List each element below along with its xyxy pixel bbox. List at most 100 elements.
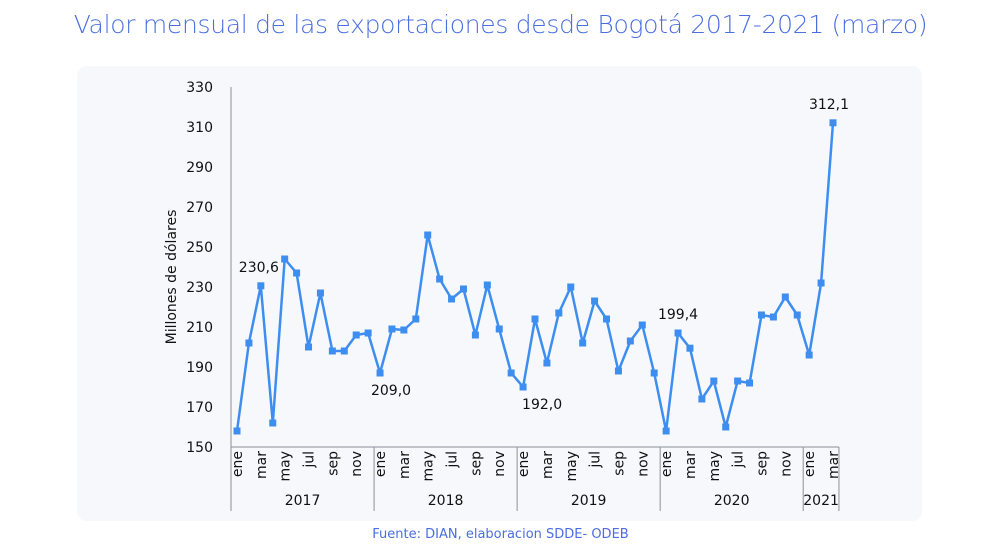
x-tick-label: ene xyxy=(516,451,532,477)
year-label: 2021 xyxy=(803,493,839,509)
data-point xyxy=(269,419,277,427)
data-point xyxy=(555,309,563,317)
x-tick-label: ene xyxy=(659,451,675,477)
data-point xyxy=(662,427,670,435)
data-point xyxy=(626,337,634,345)
y-tick-label: 150 xyxy=(186,440,213,456)
x-tick-label: jul xyxy=(302,451,318,469)
source-note: Fuente: DIAN, elaboracion SDDE- ODEB xyxy=(372,527,629,542)
x-tick-label: mar xyxy=(826,451,842,479)
data-point xyxy=(495,325,503,333)
data-point xyxy=(448,295,456,303)
x-tick-label: may xyxy=(564,451,580,482)
x-tick-label: sep xyxy=(325,451,341,476)
data-point xyxy=(352,331,360,339)
data-point xyxy=(614,367,622,375)
data-point xyxy=(376,369,384,377)
data-point xyxy=(471,331,479,339)
data-point xyxy=(257,282,265,290)
year-label: 2019 xyxy=(571,493,607,509)
data-point xyxy=(328,347,336,355)
x-tick-label: may xyxy=(707,451,723,482)
y-tick-label: 290 xyxy=(186,160,213,176)
x-tick-label: mar xyxy=(254,451,270,479)
data-point xyxy=(698,395,706,403)
data-point xyxy=(710,377,718,385)
data-point xyxy=(591,297,599,305)
y-tick-label: 230 xyxy=(186,280,213,296)
data-label: 209,0 xyxy=(371,383,411,399)
data-point xyxy=(507,369,515,377)
data-point xyxy=(686,344,694,352)
data-point xyxy=(769,313,777,321)
year-label: 2017 xyxy=(285,493,321,509)
y-tick-label: 190 xyxy=(186,360,213,376)
chart-title: Valor mensual de las exportaciones desde… xyxy=(73,10,928,39)
x-tick-label: ene xyxy=(373,451,389,477)
x-tick-label: mar xyxy=(683,451,699,479)
data-point xyxy=(746,379,754,387)
year-label: 2018 xyxy=(428,493,464,509)
data-point xyxy=(340,347,348,355)
data-point xyxy=(603,315,611,323)
data-point xyxy=(781,293,789,301)
y-tick-label: 310 xyxy=(186,120,213,136)
y-axis-label: Millones de dólares xyxy=(164,210,180,345)
y-tick-label: 270 xyxy=(186,200,213,216)
data-label: 230,6 xyxy=(239,260,279,276)
data-point xyxy=(722,423,730,431)
data-point xyxy=(793,311,801,319)
x-tick-label: ene xyxy=(802,451,818,477)
data-point xyxy=(412,315,420,323)
data-point xyxy=(245,339,253,347)
x-tick-label: may xyxy=(278,451,294,482)
data-label: 199,4 xyxy=(658,307,698,323)
x-tick-label: jul xyxy=(731,451,747,469)
data-point xyxy=(233,427,241,435)
chart-panel xyxy=(77,66,922,521)
data-point xyxy=(305,343,313,351)
x-tick-label: mar xyxy=(540,451,556,479)
data-point xyxy=(388,325,396,333)
data-point xyxy=(281,255,289,263)
data-point xyxy=(519,383,527,391)
data-point xyxy=(400,326,408,334)
data-point xyxy=(531,315,539,323)
data-point xyxy=(459,285,467,293)
data-point xyxy=(638,321,646,329)
data-point xyxy=(543,359,551,367)
x-tick-label: may xyxy=(421,451,437,482)
data-point xyxy=(364,329,372,337)
y-tick-label: 250 xyxy=(186,240,213,256)
data-point xyxy=(293,269,301,277)
data-label: 312,1 xyxy=(809,97,849,113)
x-tick-label: nov xyxy=(492,451,508,477)
y-tick-label: 210 xyxy=(186,320,213,336)
data-point xyxy=(436,275,444,283)
y-tick-label: 170 xyxy=(186,400,213,416)
data-point xyxy=(579,339,587,347)
data-point xyxy=(817,279,825,287)
y-tick-label: 330 xyxy=(186,80,213,96)
data-point xyxy=(805,351,813,359)
x-tick-label: ene xyxy=(230,451,246,477)
x-tick-label: nov xyxy=(349,451,365,477)
x-tick-label: jul xyxy=(588,451,604,469)
x-tick-label: sep xyxy=(468,451,484,476)
data-point xyxy=(316,289,324,297)
data-point xyxy=(757,311,765,319)
data-point xyxy=(650,369,658,377)
year-label: 2020 xyxy=(714,493,750,509)
data-point xyxy=(734,377,742,385)
x-tick-label: jul xyxy=(445,451,461,469)
x-tick-label: sep xyxy=(754,451,770,476)
data-point xyxy=(829,119,837,127)
data-point xyxy=(424,231,432,239)
data-point xyxy=(674,329,682,337)
x-tick-label: mar xyxy=(397,451,413,479)
data-point xyxy=(567,283,575,291)
x-tick-label: nov xyxy=(778,451,794,477)
data-point xyxy=(483,281,491,289)
x-tick-label: nov xyxy=(635,451,651,477)
